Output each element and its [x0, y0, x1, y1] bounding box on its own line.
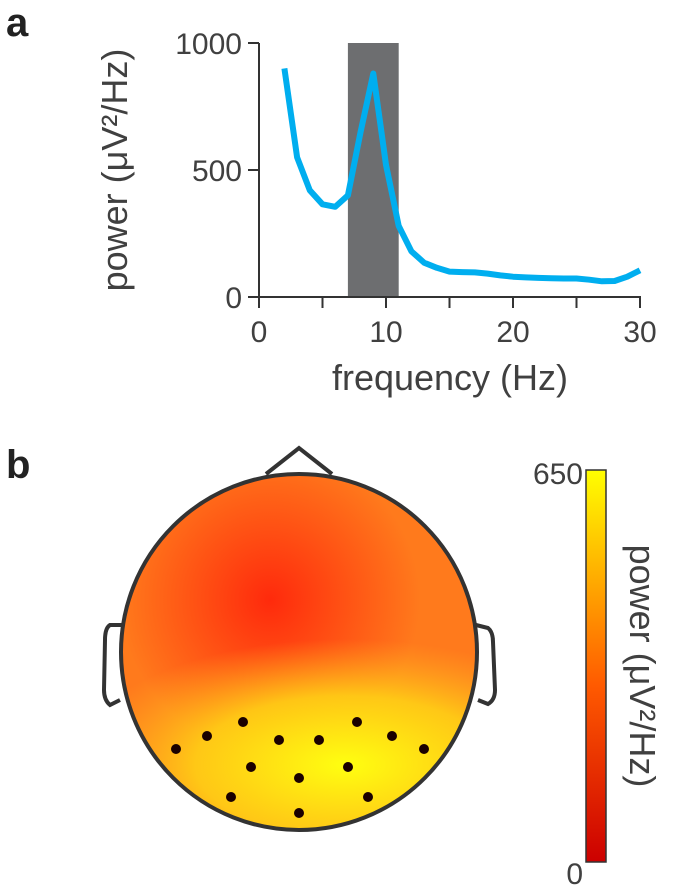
- power-spectrum-chart: 0 10 20 30 0 500 1000 frequency (Hz) power (μV…: [94, 28, 657, 398]
- x-axis-label: frequency (Hz): [332, 357, 568, 398]
- electrode-marker: [294, 808, 304, 818]
- spectrum-line: [281, 67, 642, 285]
- electrode-marker: [226, 792, 236, 802]
- colorbar: 650 0 power (μV²/Hz): [533, 458, 663, 891]
- colorbar-max-label: 650: [533, 458, 583, 491]
- right-ear-outline: [475, 623, 498, 707]
- y-tick-label: 500: [192, 155, 242, 188]
- electrode-marker: [343, 762, 353, 772]
- electrode-marker: [274, 735, 284, 745]
- scalp-topomap: [101, 445, 498, 832]
- electrode-marker: [294, 773, 304, 783]
- y-axis-label: power (μV²/Hz): [94, 49, 135, 292]
- electrode-marker: [387, 731, 397, 741]
- left-ear-outline: [101, 623, 122, 708]
- electrode-marker: [352, 717, 362, 727]
- panel-label-b: b: [6, 443, 30, 487]
- x-tick-label: 20: [496, 316, 529, 349]
- y-tick-label: 1000: [175, 28, 242, 61]
- colorbar-min-label: 0: [566, 858, 583, 891]
- electrode-marker: [314, 735, 324, 745]
- electrode-marker: [171, 744, 181, 754]
- electrode-marker: [238, 717, 248, 727]
- electrode-marker: [419, 744, 429, 754]
- colorbar-gradient: [585, 469, 607, 863]
- nose-outline: [264, 445, 334, 476]
- x-tick-label: 30: [623, 316, 656, 349]
- electrode-marker: [363, 792, 373, 802]
- electrode-marker: [246, 762, 256, 772]
- x-tick-label: 10: [369, 316, 402, 349]
- head-outline: [119, 472, 479, 832]
- x-tick-label: 0: [251, 316, 268, 349]
- panel-label-a: a: [6, 1, 29, 45]
- electrode-marker: [202, 731, 212, 741]
- colorbar-label: power (μV²/Hz): [622, 545, 663, 788]
- y-tick-label: 0: [225, 282, 242, 315]
